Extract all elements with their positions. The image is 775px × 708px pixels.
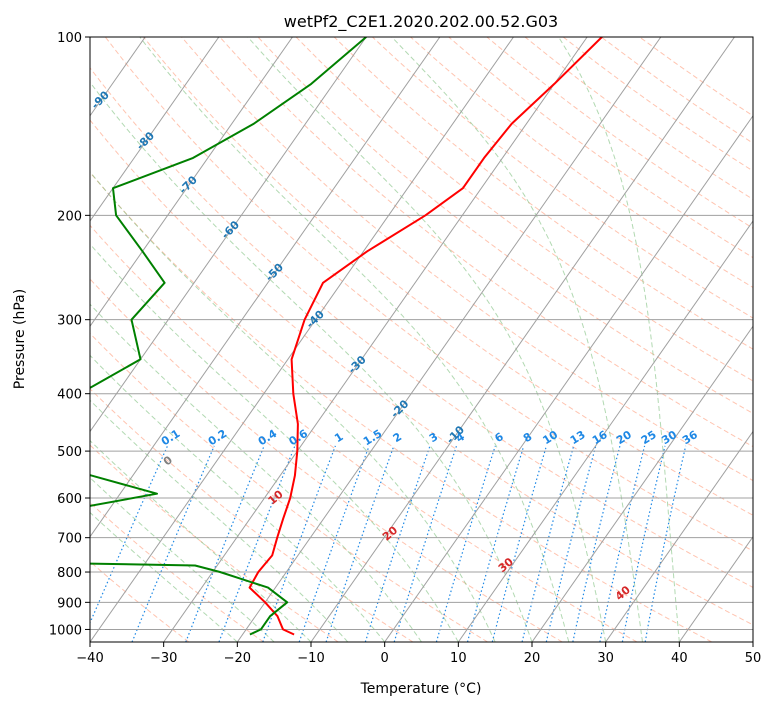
series-layer	[90, 37, 603, 636]
dry-adiabat-line	[181, 37, 753, 482]
x-tick-label: −10	[297, 651, 324, 666]
mixing-ratio-line	[644, 445, 687, 642]
x-tick-label: −30	[150, 651, 177, 666]
dry-adiabat-line	[90, 67, 753, 588]
isotherm-line	[752, 641, 753, 642]
isotherm-line	[90, 37, 367, 433]
isotherm-line	[90, 37, 220, 222]
moist-adiabat-line	[391, 37, 643, 642]
mixing-ratio-line	[491, 445, 547, 642]
isotherm-line	[678, 535, 753, 642]
isotherm-line	[236, 37, 662, 642]
dry-adiabat-line	[295, 37, 753, 382]
isotherm-line	[90, 37, 514, 642]
mixing-ratio-line	[262, 445, 336, 642]
y-tick-label: 600	[57, 492, 82, 507]
plot-frame	[89, 36, 754, 643]
moist-adiabat-line	[90, 354, 386, 642]
moist-adiabat-line	[90, 303, 422, 642]
isotherm-line	[0, 37, 72, 642]
y-tick-label: 900	[57, 596, 82, 611]
mixing-ratio-line	[572, 445, 621, 642]
x-tick-label: −20	[224, 651, 251, 666]
isotherm-line	[90, 37, 441, 538]
isotherm-line	[531, 325, 753, 642]
mixing-ratio-line	[298, 445, 370, 642]
x-tick-label: 30	[597, 651, 614, 666]
y-tick-label: 200	[57, 209, 82, 224]
isotherm-line	[163, 37, 588, 642]
temperature-profile	[248, 37, 603, 636]
dry-adiabat-line	[372, 37, 753, 319]
mixing-ratio-line	[621, 445, 666, 642]
chart-title: wetPf2_C2E1.2020.202.00.52.G03	[284, 12, 558, 32]
mixing-ratio-line	[435, 445, 496, 642]
isotherm-line	[605, 430, 753, 642]
mixing-ratio-line	[521, 445, 575, 642]
x-tick-label: 20	[524, 651, 541, 666]
y-tick-label: 100	[57, 31, 82, 46]
isotherm-label: -100	[40, 47, 69, 76]
dry-adiabat-line	[90, 119, 753, 626]
dry-adiabat-line	[90, 171, 712, 642]
y-tick-label: 500	[57, 445, 82, 460]
gridlines	[0, 37, 753, 642]
x-tick-label: 10	[450, 651, 467, 666]
x-tick-label: 50	[745, 651, 762, 666]
moist-adiabat-line	[558, 37, 680, 642]
plot-background	[90, 37, 753, 642]
mixing-ratio-line	[364, 445, 431, 642]
isotherm-line	[310, 37, 735, 642]
y-tick-label: 1000	[49, 623, 82, 638]
moist-adiabat-line	[90, 243, 459, 642]
moist-adiabat-line	[90, 171, 496, 642]
isotherm-line	[384, 114, 753, 642]
dewpoint-profile	[90, 37, 367, 636]
moist-adiabat-line	[90, 399, 349, 642]
x-tick-label: −40	[76, 651, 103, 666]
mixing-ratio-line	[545, 445, 597, 642]
moist-adiabat-line	[247, 37, 607, 642]
y-tick-label: 700	[57, 532, 82, 547]
moist-adiabat-line	[90, 511, 238, 642]
dry-adiabat-line	[143, 37, 753, 516]
y-axis-label: Pressure (hPa)	[12, 289, 28, 389]
x-tick-label: 40	[671, 651, 688, 666]
y-tick-label: 300	[57, 314, 82, 329]
mixing-ratio-line	[599, 445, 646, 642]
x-axis: −40 −30 −20 −10 0 10 20 30 40 50	[76, 642, 761, 666]
mixing-ratio-line	[466, 445, 525, 642]
isotherm-line	[457, 220, 753, 642]
x-axis-label: Temperature (°C)	[360, 681, 482, 697]
dry-adiabat-line	[333, 37, 753, 350]
mixing-ratio-line	[325, 445, 395, 642]
moist-adiabat-line	[90, 81, 533, 642]
moist-adiabat-line	[90, 477, 275, 642]
y-tick-label: 800	[57, 566, 82, 581]
y-axis: 100 200 300 400 500 600 700 800 900 1000	[49, 31, 90, 638]
mixing-ratio-line	[218, 445, 296, 642]
dry-adiabat-line	[90, 278, 563, 642]
y-tick-label: 400	[57, 388, 82, 403]
isotherm-line	[90, 37, 293, 328]
x-tick-label: 0	[381, 651, 389, 666]
moist-adiabat-line	[139, 37, 570, 642]
dry-adiabat-line	[90, 332, 488, 642]
dry-adiabat-line	[219, 37, 753, 448]
dry-adiabat-line	[90, 560, 190, 642]
